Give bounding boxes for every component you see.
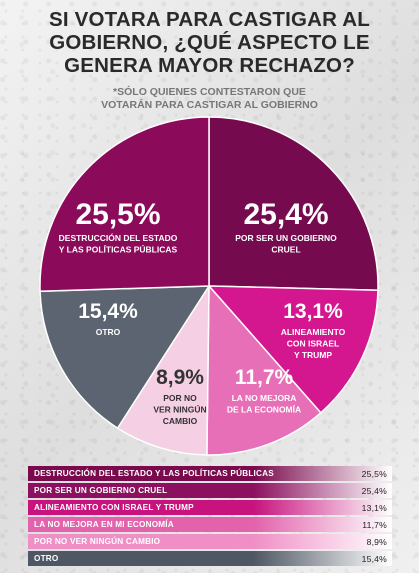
chart-title: SI VOTARA PARA CASTIGAR AL GOBIERNO, ¿QU… <box>48 8 371 77</box>
table-row-value: 8,9% <box>366 536 387 547</box>
slice-category-label-2: CON ISRAEL <box>287 339 339 349</box>
table-row: OTRO 15,4% <box>28 551 392 566</box>
pie-slice-1 <box>208 116 379 292</box>
slice-category-label-3: DE LA ECONOMÍA <box>227 405 301 415</box>
slice-category-label-3: LA NO MEJORA <box>232 393 297 403</box>
chart-subtitle: *SÓLO QUIENES CONTESTARON QUE VOTARÁN PA… <box>101 86 318 111</box>
pie-slice-3 <box>206 284 322 456</box>
table-row: DESTRUCCIÓN DEL ESTADO Y LAS POLÍTICAS P… <box>28 466 392 481</box>
slice-value-label-1: 25,4% <box>243 198 328 231</box>
pie-slice-0 <box>39 116 210 293</box>
slice-category-label-0: DESTRUCCIÓN DEL ESTADO <box>59 232 178 243</box>
table-row-label: POR SER UN GOBIERNO CRUEL <box>34 486 168 495</box>
table-row-value: 15,4% <box>361 553 387 564</box>
pie-slice-5 <box>39 285 211 430</box>
slice-value-label-2: 13,1% <box>283 300 343 323</box>
slice-category-label-4: POR NO <box>163 393 197 403</box>
slice-value-label-5: 15,4% <box>78 300 138 323</box>
table-row: POR SER UN GOBIERNO CRUEL 25,4% <box>28 483 392 498</box>
table-row: ALINEAMIENTO CON ISRAEL Y TRUMP 13,1% <box>28 500 392 515</box>
slice-category-label-1: POR SER UN GOBIERNO <box>235 233 337 243</box>
table-row-label: DESTRUCCIÓN DEL ESTADO Y LAS POLÍTICAS P… <box>34 469 274 478</box>
pie-slice-2 <box>207 285 379 414</box>
table-row: LA NO MEJORA EN MI ECONOMÍA 11,7% <box>28 517 392 532</box>
table-row-value: 25,5% <box>361 468 387 479</box>
slice-category-label-2: ALINEAMIENTO <box>281 327 346 337</box>
table-row-value: 11,7% <box>362 519 387 530</box>
slice-category-label-5: OTRO <box>96 327 121 337</box>
table-row-label: LA NO MEJORA EN MI ECONOMÍA <box>34 520 174 529</box>
slice-category-label-4: CAMBIO <box>163 416 198 426</box>
slice-category-label-2: Y TRUMP <box>294 350 332 360</box>
pie-slice-4 <box>116 283 210 456</box>
slice-category-label-1: CRUEL <box>271 245 300 255</box>
table-row-value: 13,1% <box>361 502 387 513</box>
table-row-label: ALINEAMIENTO CON ISRAEL Y TRUMP <box>34 503 194 512</box>
table-row: POR NO VER NINGÚN CAMBIO 8,9% <box>28 534 392 549</box>
slice-value-label-0: 25,5% <box>75 198 160 231</box>
slice-category-label-4: VER NINGÚN <box>153 404 206 415</box>
legend-table: DESTRUCCIÓN DEL ESTADO Y LAS POLÍTICAS P… <box>28 466 392 568</box>
slice-value-label-4: 8,9% <box>156 366 204 389</box>
table-row-label: OTRO <box>34 554 59 563</box>
table-row-label: POR NO VER NINGÚN CAMBIO <box>34 537 161 546</box>
table-row-value: 25,4% <box>361 485 387 496</box>
slice-value-label-3: 11,7% <box>235 366 294 389</box>
slice-category-label-0: Y LAS POLÍTICAS PÚBLICAS <box>59 244 178 255</box>
